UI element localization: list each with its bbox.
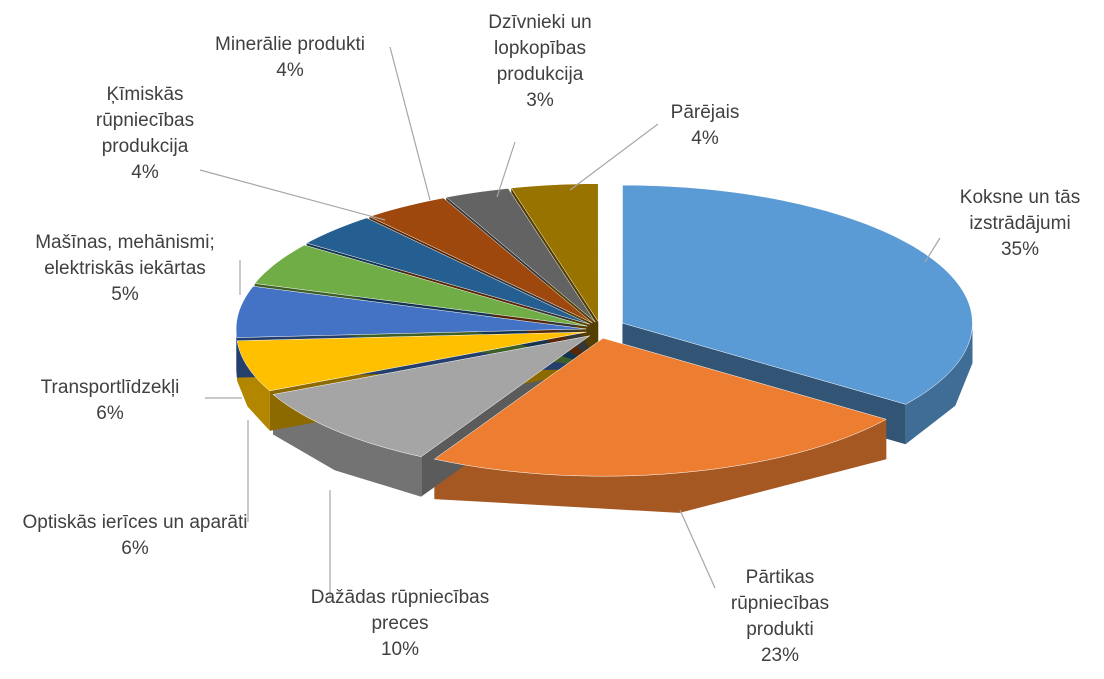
category-label: Dzīvnieki un lopkopības produkcija (488, 12, 592, 85)
value-label: 10% (380, 639, 420, 660)
value-label: 5% (111, 284, 139, 305)
data-label: Pārējais 4% (650, 100, 760, 152)
leader-line (569, 123, 659, 191)
value-label: 4% (131, 162, 159, 183)
data-label: Minerālie produkti 4% (170, 32, 410, 84)
pie-slice (622, 184, 973, 405)
data-label: Transportlīdzekļi 6% (10, 375, 210, 427)
pie-slice (254, 244, 588, 327)
data-label: Dažādas rūpniecības preces 10% (300, 585, 500, 663)
leader-line (496, 141, 516, 198)
data-label: Ķīmiskās rūpniecības produkcija 4% (75, 82, 215, 186)
value-label: 3% (526, 90, 554, 111)
pie-slice (510, 183, 599, 323)
leader-line (924, 237, 941, 263)
data-label: Pārtikas rūpniecības produkti 23% (705, 565, 855, 669)
leader-line (389, 46, 431, 201)
category-label: Mašīnas, mehānismi; elektriskās iekārtas (35, 232, 215, 279)
pie-slice (445, 188, 596, 323)
value-label: 4% (691, 128, 719, 149)
category-label: Koksne un tās izstrādājumi (959, 187, 1081, 234)
pie-slice (305, 217, 590, 325)
data-label: Dzīvnieki un lopkopības produkcija 3% (460, 10, 620, 114)
pie-slice (236, 331, 587, 392)
category-label: Minerālie produkti (215, 34, 365, 55)
value-label: 6% (121, 538, 149, 559)
category-label: Ķīmiskās rūpniecības produkcija (95, 84, 195, 157)
pie-slice (272, 335, 590, 457)
value-label: 4% (276, 60, 304, 81)
data-label: Koksne un tās izstrādājumi 35% (935, 185, 1104, 263)
pie-slice (368, 197, 593, 324)
category-label: Transportlīdzekļi (40, 377, 180, 398)
pie-slice (433, 337, 887, 477)
value-label: 35% (1000, 239, 1040, 260)
slice-side (905, 323, 973, 445)
value-label: 6% (96, 403, 124, 424)
pie-slice (235, 286, 587, 338)
data-label: Optiskās ierīces un aparāti 6% (10, 510, 260, 562)
category-label: Pārtikas rūpniecības produkti (730, 567, 830, 640)
leader-line (679, 509, 716, 589)
category-label: Pārējais (670, 102, 740, 123)
slice-side (434, 419, 887, 513)
category-label: Dažādas rūpniecības preces (310, 587, 490, 634)
category-label: Optiskās ierīces un aparāti (22, 512, 248, 533)
slice-side (236, 328, 237, 378)
value-label: 23% (760, 645, 800, 666)
data-label: Mašīnas, mehānismi; elektriskās iekārtas… (15, 230, 235, 308)
leader-line (199, 169, 386, 221)
